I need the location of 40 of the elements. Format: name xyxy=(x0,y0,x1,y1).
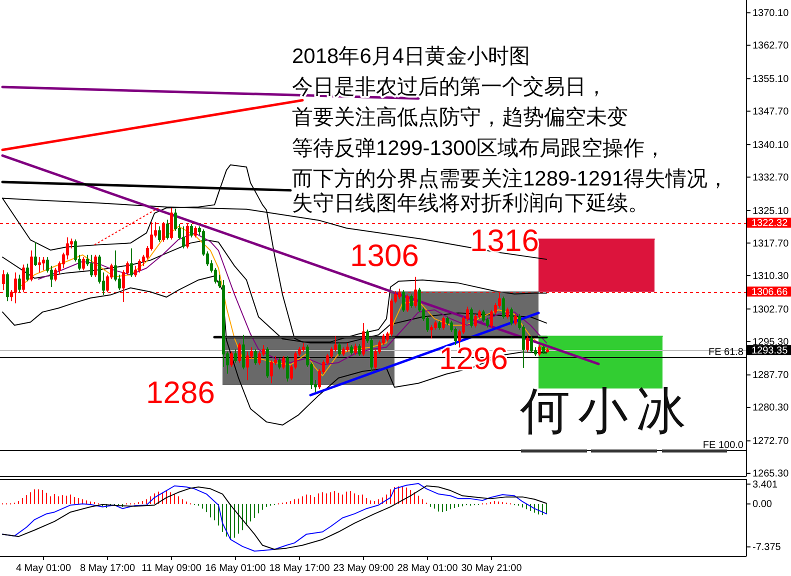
y-tick-label: 1347.70 xyxy=(752,106,790,118)
y-tick-label: 1362.70 xyxy=(752,40,790,52)
text: 2018年6月4日黄金小时图 xyxy=(292,45,530,68)
y-tick-label: 1355.10 xyxy=(752,74,790,85)
y-tick-label: 1317.70 xyxy=(752,238,790,250)
annotation: 等待反弹1299-1300区域布局跟空操作， xyxy=(292,136,666,160)
y-tick-label: 1272.70 xyxy=(752,436,790,448)
y-tick-label: 1325.10 xyxy=(752,206,790,217)
ref-line-label: 1293.35 xyxy=(752,346,788,357)
x-tick-label: 18 May 17:00 xyxy=(269,563,330,574)
annotation: 1316 xyxy=(470,223,539,258)
y-tick-label: 1287.70 xyxy=(752,370,790,382)
y-tick-label: 1302.70 xyxy=(752,304,790,316)
annotation: 何小冰 xyxy=(520,382,694,440)
x-tick-label: 16 May 01:00 xyxy=(205,563,266,574)
x-tick-label: 8 May 17:00 xyxy=(80,563,136,574)
y-tick-label: 1332.70 xyxy=(752,172,790,184)
annotation: FE 61.8 xyxy=(708,346,744,358)
y-tick-label: 1370.10 xyxy=(752,8,790,20)
y-tick-label: 1310.30 xyxy=(752,270,790,282)
y-tick-label: 1265.30 xyxy=(752,468,790,480)
ref-line-label: 1322.32 xyxy=(752,218,788,230)
annotation: 首要关注高低点防守，趋势偏空未变 xyxy=(292,106,628,130)
ref-line-label: 1306.66 xyxy=(752,287,788,298)
annotation: 失守日线图年线将对折利润向下延续。 xyxy=(292,192,649,215)
y-tick-label: 1280.30 xyxy=(752,402,790,414)
x-tick-label: 11 May 09:00 xyxy=(142,563,202,574)
annotation: FE 100.0 xyxy=(702,440,744,451)
annotation: 1286 xyxy=(146,375,215,410)
x-tick-label: 28 May 01:00 xyxy=(397,563,458,574)
x-tick-label: 30 May 21:00 xyxy=(461,563,522,574)
x-tick-label: 23 May 09:00 xyxy=(333,563,394,574)
y-tick-label: 3.401 xyxy=(752,479,778,490)
annotation: 今日是非农过后的第一个交易日， xyxy=(292,76,607,99)
annotation: 1306 xyxy=(350,238,419,273)
annotation: 而下方的分界点需要关注1289-1291得失情况， xyxy=(292,167,728,190)
y-tick-label: 1340.10 xyxy=(752,140,790,151)
x-tick-label: 4 May 01:00 xyxy=(16,563,72,574)
y-tick-label: 0.00 xyxy=(752,499,772,510)
y-tick-label: -7.375 xyxy=(752,542,782,554)
